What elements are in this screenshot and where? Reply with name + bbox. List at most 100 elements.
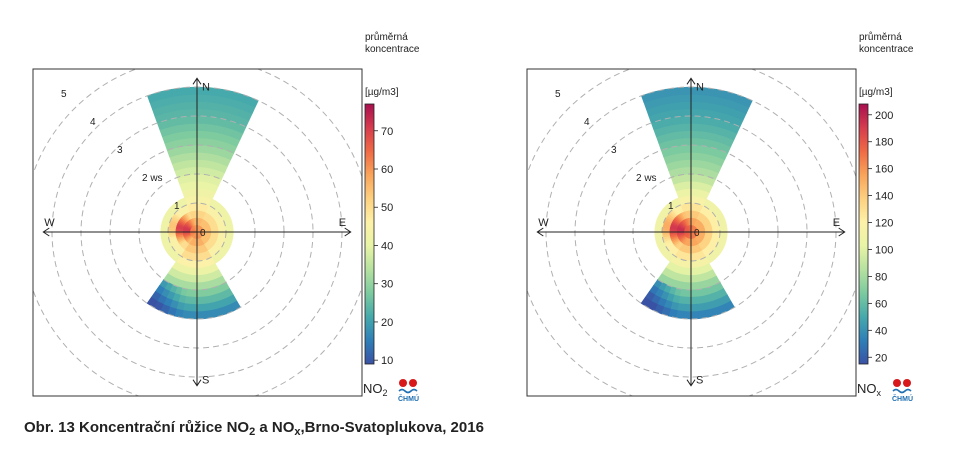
arrow-west bbox=[536, 227, 544, 237]
radial-label: 5 bbox=[61, 89, 67, 100]
plume-cell bbox=[678, 86, 692, 96]
plume-cell bbox=[196, 151, 205, 161]
plume-cell bbox=[696, 295, 704, 305]
plume-cell bbox=[190, 166, 198, 175]
plume-cell bbox=[696, 303, 706, 312]
plume-cell bbox=[189, 303, 198, 313]
radial-label: 0 bbox=[694, 228, 700, 239]
plume-cell bbox=[690, 311, 699, 320]
plume-cell bbox=[196, 311, 205, 320]
arrow-north bbox=[686, 77, 696, 85]
plume-cell bbox=[640, 296, 652, 308]
direction-label-north: N bbox=[696, 81, 704, 93]
colorbar-tick-label: 50 bbox=[381, 202, 393, 214]
plume-cell bbox=[196, 137, 206, 146]
colorbar-tick-label: 160 bbox=[875, 164, 893, 176]
plume-cell bbox=[186, 115, 198, 125]
plume-cell bbox=[690, 130, 701, 139]
plume-cell bbox=[192, 188, 198, 197]
logo-wave bbox=[892, 388, 912, 394]
plume-cell bbox=[182, 152, 192, 161]
legend-unit: [µg/m3] bbox=[859, 87, 893, 98]
radial-label: 5 bbox=[555, 89, 561, 100]
plume-cell bbox=[202, 295, 210, 305]
plume-cell bbox=[196, 274, 202, 284]
legend-unit: [µg/m3] bbox=[365, 87, 399, 98]
colorbar bbox=[858, 103, 869, 365]
plume-cell bbox=[196, 303, 205, 313]
logo-red-dot-left bbox=[399, 379, 407, 387]
legend-title-line1: průměrná bbox=[365, 31, 408, 43]
colorbar-tick-label: 40 bbox=[381, 240, 393, 252]
plume-cell bbox=[665, 87, 680, 97]
plume-cell bbox=[676, 152, 686, 161]
logo-red-dot-right bbox=[409, 379, 417, 387]
plume-cell bbox=[201, 288, 209, 298]
plume-cell bbox=[196, 296, 204, 305]
colorbar-tick-label: 20 bbox=[381, 317, 393, 329]
plume-cell bbox=[184, 86, 198, 96]
plume-cell bbox=[243, 95, 259, 108]
plume-cell bbox=[189, 151, 198, 161]
plume-cell bbox=[683, 144, 692, 153]
plume-cell bbox=[679, 101, 692, 110]
direction-label-west: W bbox=[44, 217, 55, 229]
plume-cell bbox=[184, 159, 192, 169]
plume-cell bbox=[196, 166, 204, 175]
plume-cell bbox=[686, 188, 692, 197]
plume-cell bbox=[684, 166, 692, 175]
colorbar-tick-label: 70 bbox=[381, 126, 393, 138]
plume-cell bbox=[179, 130, 190, 140]
chmu-logo: ČHMÚ bbox=[892, 379, 913, 403]
plume-cell bbox=[690, 274, 696, 284]
logo-wave bbox=[398, 388, 418, 394]
plume-cell bbox=[690, 159, 698, 168]
plume-cell bbox=[189, 144, 198, 153]
plume-cell bbox=[185, 108, 198, 117]
legend-title-line2: koncentrace bbox=[365, 44, 420, 55]
plume-cell bbox=[681, 130, 692, 139]
plume-cell bbox=[188, 137, 198, 146]
direction-label-north: N bbox=[202, 81, 210, 93]
plume-cell bbox=[690, 108, 703, 117]
plume-cell bbox=[196, 115, 208, 125]
plume-cell bbox=[679, 166, 687, 176]
direction-label-south: S bbox=[202, 375, 209, 387]
plume-cell bbox=[683, 303, 692, 313]
colorbar-tick-label: 100 bbox=[875, 244, 893, 256]
arrow-east bbox=[838, 227, 846, 237]
plume-cell bbox=[682, 137, 692, 146]
colorbar-tick-label: 120 bbox=[875, 218, 893, 230]
colorbar-tick-label: 30 bbox=[381, 279, 393, 291]
direction-label-south: S bbox=[696, 375, 703, 387]
plume-cell bbox=[683, 311, 692, 320]
plume-cell bbox=[690, 115, 702, 125]
plume-cell bbox=[202, 303, 212, 312]
pollutant-subscript: 2 bbox=[383, 388, 388, 398]
logo-text: ČHMÚ bbox=[892, 394, 913, 403]
plume-cell bbox=[190, 159, 198, 168]
radial-label: 0 bbox=[200, 228, 206, 239]
compass-axes: N E S W 0 1 2 ws 3 4 5 bbox=[42, 77, 352, 387]
plume-cell bbox=[681, 122, 692, 132]
radial-label: 2 ws bbox=[142, 173, 163, 184]
plume-cell bbox=[685, 173, 692, 182]
plume-cell bbox=[690, 303, 699, 313]
plume-cell bbox=[196, 159, 204, 168]
plot-frame bbox=[32, 68, 363, 397]
plume-cell bbox=[683, 151, 692, 161]
plume-cell bbox=[673, 130, 684, 140]
caption-suffix: ,Brno-Svatoplukova, 2016 bbox=[300, 419, 484, 436]
concentration-plume bbox=[146, 86, 259, 320]
radial-label: 3 bbox=[611, 145, 617, 156]
plume-cell bbox=[208, 87, 223, 97]
arrow-south bbox=[192, 379, 202, 387]
plume-cell bbox=[187, 122, 198, 132]
plume-cell bbox=[702, 87, 717, 97]
plume-cell bbox=[196, 267, 202, 276]
colorbar-tick-label: 60 bbox=[875, 298, 887, 310]
plume-cell bbox=[690, 166, 698, 175]
plume-cell bbox=[737, 95, 753, 108]
